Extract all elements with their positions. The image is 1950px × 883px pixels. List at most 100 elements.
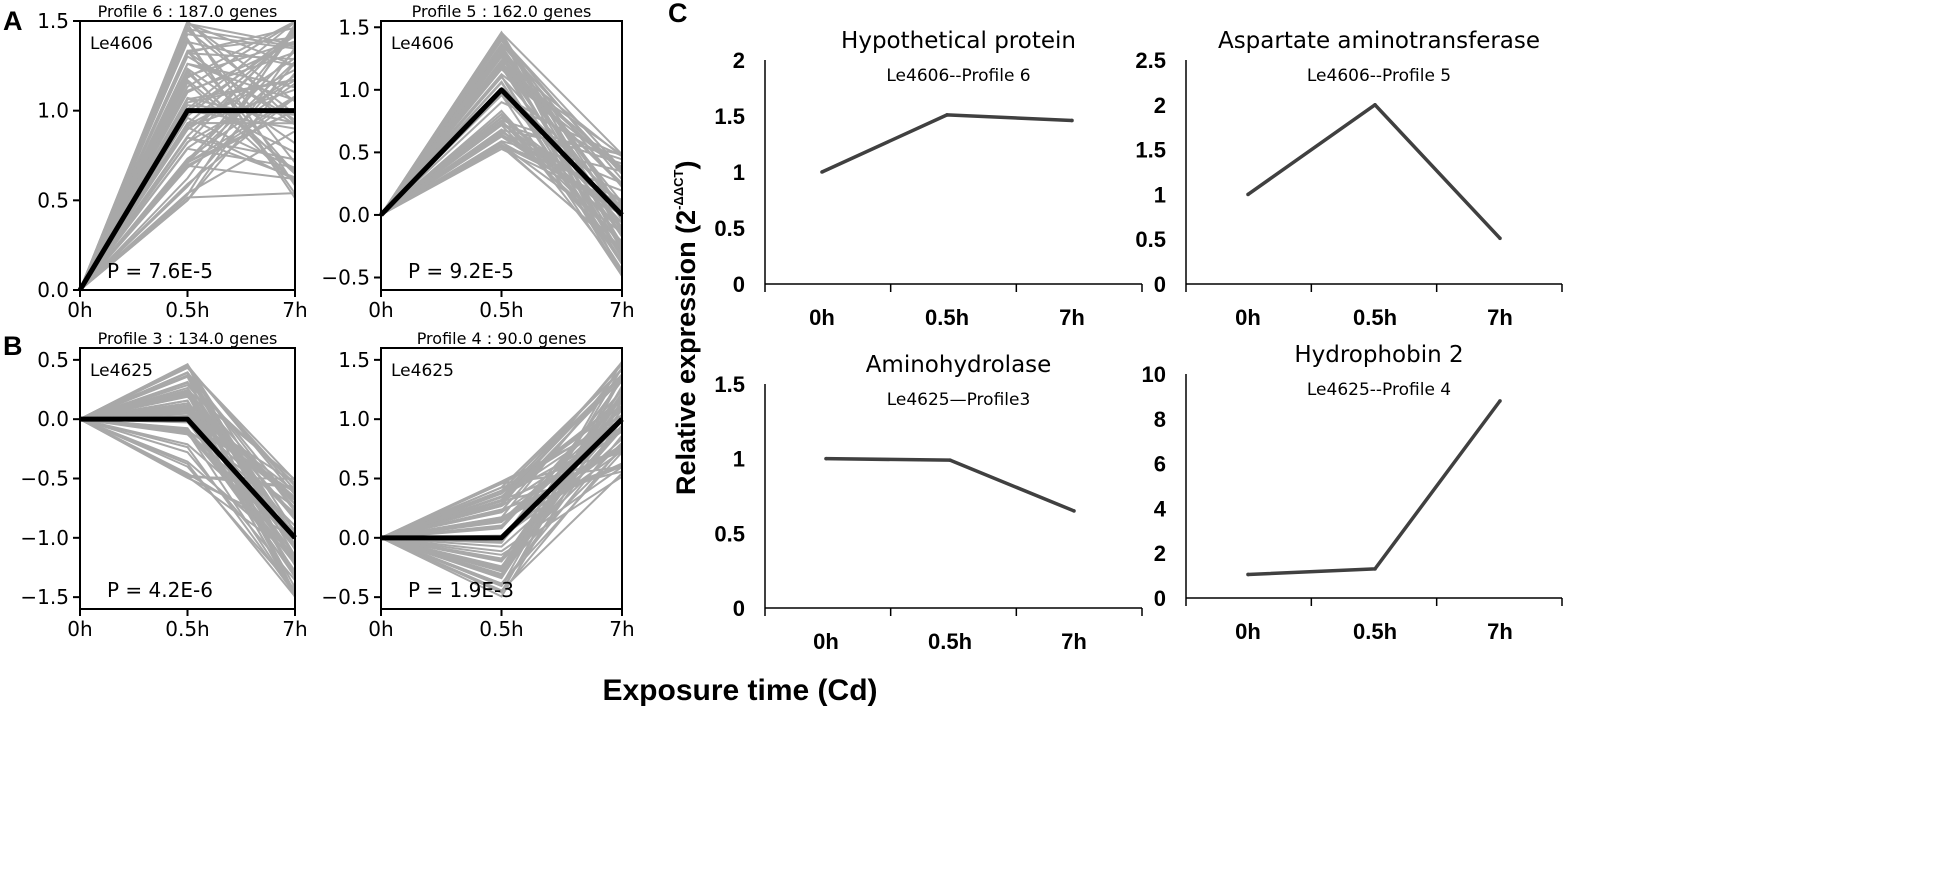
y-tick-label: 1.5	[714, 104, 745, 129]
model-profile-line	[77, 108, 295, 292]
x-tick-label: 7h	[282, 617, 307, 641]
panel-label-b: B	[3, 331, 23, 361]
svg-text:Relative expression (2-ΔΔCT): Relative expression (2-ΔΔCT)	[671, 161, 701, 496]
gene-trajectory	[79, 389, 296, 521]
qpcr-chart-qpcr-hypothetical: 0 0.5 1 1.5 2 0h 0.5h 7h Hypothetical protein Le4…	[714, 28, 1143, 330]
profile-title: Profile 6 : 187.0 genes	[98, 2, 278, 21]
expression-point	[945, 113, 949, 117]
gene-trajectory	[380, 447, 623, 539]
qpcr-chart-qpcr-aminohydrolase: 0 0.5 1 1.5 0h 0.5h 7h Aminohydrolase Le4625—Pro…	[714, 352, 1143, 654]
gene-trajectory	[79, 36, 296, 291]
y-tick-label: 4	[1154, 496, 1167, 521]
expression-point	[1246, 572, 1250, 577]
qpcr-chart-qpcr-aspartate: 0 0.5 1 1.5 2 2.5 0h 0.5h 7h Aspartate aminotrans…	[1135, 28, 1563, 330]
gene-trajectory	[79, 136, 296, 291]
x-tick-label: 7h	[1059, 305, 1085, 330]
y-tick-label: 1.5	[1135, 138, 1166, 163]
expression-point	[948, 458, 952, 462]
profile-title: Profile 5 : 162.0 genes	[412, 2, 592, 21]
gene-trajectory	[380, 74, 623, 262]
x-tick-label: 0h	[1235, 619, 1261, 644]
expression-point	[1070, 118, 1074, 123]
y-tick-label: 10	[1142, 362, 1166, 387]
y-tick-label: 0	[733, 272, 745, 297]
gene-trajectory	[79, 164, 296, 291]
y-tick-label: 0.5	[714, 521, 745, 546]
y-tick-label: 2	[1154, 93, 1166, 118]
stem-chart-stem-profile4: −0.5 0.0 0.5 1.0 1.5 0h 0.5h 7h Profile 4 : 90.0…	[321, 329, 634, 641]
y-tick-label: 0.5	[714, 216, 745, 241]
y-tick-label: 1	[733, 160, 745, 185]
gene-trajectory	[79, 62, 296, 291]
gene-bundle	[79, 363, 296, 598]
gene-bundle	[380, 361, 623, 598]
x-tick-label: 0h	[368, 617, 393, 641]
x-tick-label: 0.5h	[165, 298, 209, 322]
x-tick-label: 0h	[809, 305, 835, 330]
expression-point	[1072, 509, 1076, 513]
expression-line	[825, 456, 1075, 513]
gene-trajectory	[380, 115, 623, 224]
gene-trajectory	[79, 74, 296, 291]
model-profile-line	[381, 417, 624, 541]
gene-subtitle: Le4625—Profile3	[887, 390, 1031, 410]
x-tick-label: 7h	[609, 298, 634, 322]
y-tick-label: 1.0	[338, 407, 370, 431]
expression-point	[820, 170, 824, 174]
y-tick-label: 1.0	[37, 99, 69, 123]
y-tick-label: 0	[1154, 272, 1166, 297]
y-tick-label: 2	[733, 48, 745, 73]
expression-point	[824, 456, 828, 461]
model-profile-line	[80, 416, 297, 540]
x-tick-label: 0.5h	[1353, 619, 1397, 644]
y-tick-label: 1.5	[37, 9, 69, 33]
gene-trajectory	[79, 192, 296, 291]
y-tick-label: 1.0	[338, 78, 370, 102]
y-tick-label: 0.5	[1135, 227, 1166, 252]
profile-title: Profile 3 : 134.0 genes	[98, 329, 278, 348]
p-value: P = 4.2E-6	[107, 578, 213, 602]
x-tick-label: 7h	[1061, 629, 1087, 654]
gene-trajectory	[380, 448, 623, 571]
x-tick-label: 0h	[813, 629, 839, 654]
expression-point	[1246, 192, 1250, 197]
gene-title: Aminohydrolase	[866, 352, 1052, 378]
expression-point	[1498, 236, 1502, 241]
x-tick-label: 7h	[1487, 305, 1513, 330]
x-tick-label: 0h	[67, 298, 92, 322]
shared-xlabel: Exposure time (Cd)	[602, 674, 877, 707]
x-tick-label: 0.5h	[479, 617, 523, 641]
cluster-label: Le4606	[90, 34, 153, 54]
cluster-label: Le4606	[391, 34, 454, 54]
y-tick-label: −1.0	[20, 526, 69, 550]
y-tick-label: 8	[1154, 407, 1166, 432]
p-value: P = 9.2E-5	[408, 259, 514, 283]
y-tick-label: 1.5	[338, 15, 370, 39]
y-tick-label: 0.0	[37, 278, 69, 302]
gene-trajectory	[79, 374, 296, 550]
expression-line	[821, 113, 1073, 174]
gene-trajectory	[79, 418, 296, 591]
gene-trajectory	[380, 375, 623, 539]
x-tick-label: 0h	[67, 617, 92, 641]
y-tick-label: 0	[733, 596, 745, 621]
gene-trajectory	[79, 395, 296, 506]
y-tick-label: 0.0	[338, 203, 370, 227]
stem-chart-stem-profile3: −1.5 −1.0 −0.5 0.0 0.5 0h 0.5h 7h Profile 3 : 13…	[20, 329, 307, 641]
gene-trajectory	[79, 418, 296, 557]
x-tick-label: 0.5h	[925, 305, 969, 330]
x-tick-label: 0.5h	[1353, 305, 1397, 330]
y-tick-label: 1	[733, 447, 745, 472]
expression-point	[1498, 399, 1502, 403]
gene-trajectory	[380, 388, 623, 563]
gene-bundle	[79, 19, 296, 291]
p-value: P = 7.6E-5	[107, 259, 213, 283]
gene-subtitle: Le4606--Profile 5	[1307, 66, 1451, 86]
y-tick-label: 0.0	[338, 526, 370, 550]
y-tick-label: 6	[1154, 452, 1166, 477]
gene-subtitle: Le4625--Profile 4	[1307, 380, 1451, 400]
gene-trajectory	[380, 32, 623, 277]
p-value: P = 1.9E-3	[408, 578, 514, 602]
gene-trajectory	[380, 434, 623, 585]
x-tick-label: 0h	[368, 298, 393, 322]
